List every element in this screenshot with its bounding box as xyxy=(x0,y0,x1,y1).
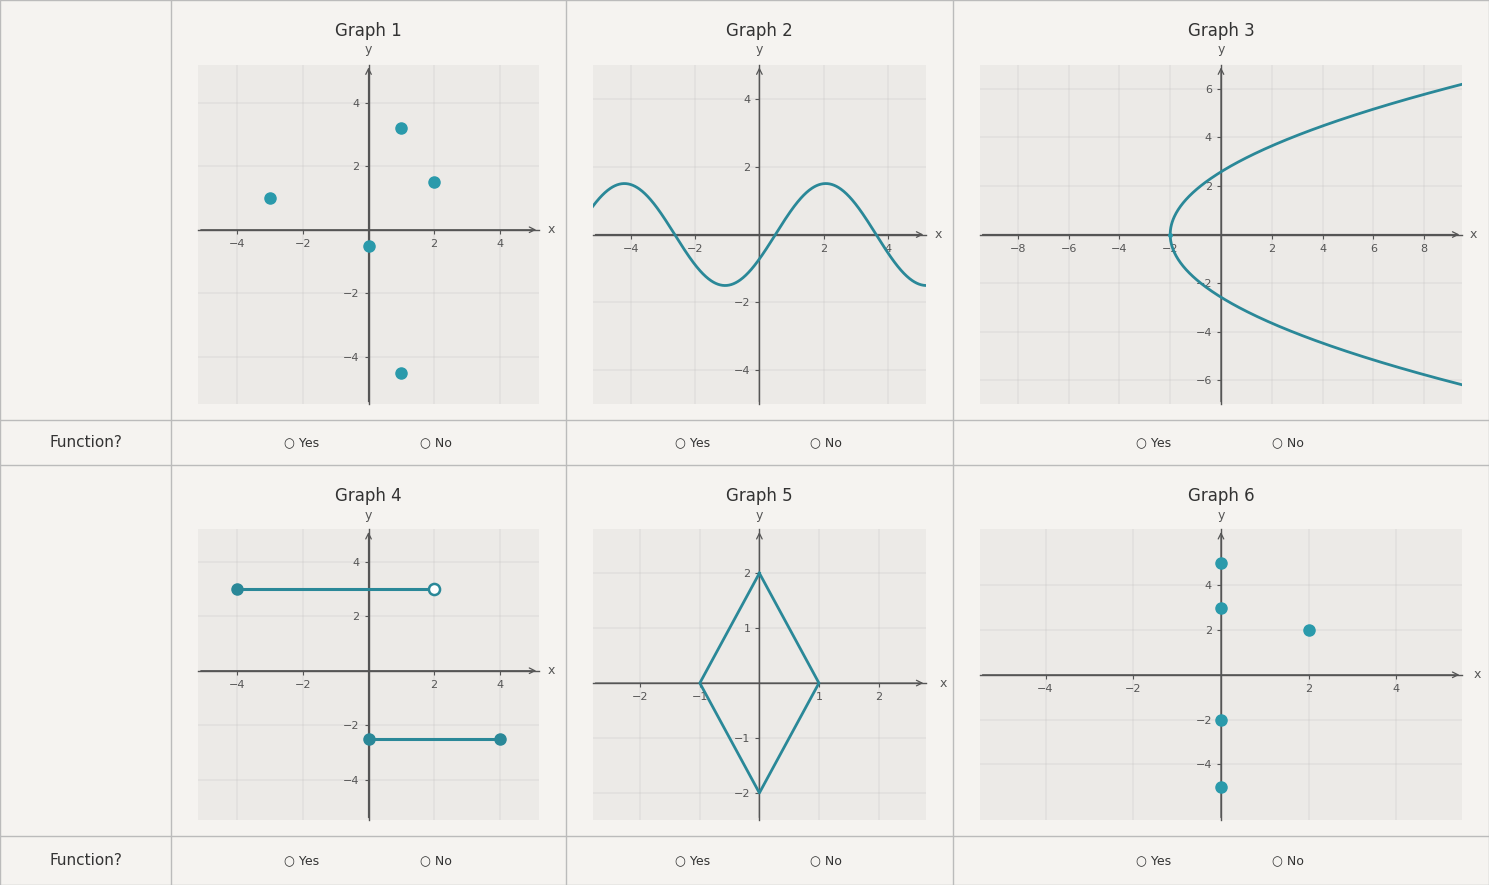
Text: x: x xyxy=(934,228,941,241)
Text: ○ Yes: ○ Yes xyxy=(675,436,710,449)
Text: ○ No: ○ No xyxy=(810,854,843,867)
Text: ○ No: ○ No xyxy=(420,436,451,449)
Text: ○ Yes: ○ Yes xyxy=(284,436,319,449)
Text: ○ Yes: ○ Yes xyxy=(1136,436,1172,449)
Text: ○ Yes: ○ Yes xyxy=(675,854,710,867)
Text: Graph 2: Graph 2 xyxy=(727,22,792,40)
Text: Graph 3: Graph 3 xyxy=(1188,22,1254,40)
Text: ○ Yes: ○ Yes xyxy=(1136,854,1172,867)
Text: Graph 1: Graph 1 xyxy=(335,22,402,40)
Text: ○ Yes: ○ Yes xyxy=(284,854,319,867)
Text: y: y xyxy=(365,509,372,522)
Text: y: y xyxy=(1218,509,1224,522)
Text: x: x xyxy=(940,676,947,689)
Text: Graph 4: Graph 4 xyxy=(335,487,402,504)
Text: ○ No: ○ No xyxy=(1272,436,1304,449)
Text: ○ No: ○ No xyxy=(810,436,843,449)
Text: ○ No: ○ No xyxy=(420,854,451,867)
Text: x: x xyxy=(1470,228,1477,241)
Text: y: y xyxy=(756,43,762,56)
Text: x: x xyxy=(548,223,555,236)
Text: Graph 5: Graph 5 xyxy=(727,487,792,504)
Text: x: x xyxy=(548,665,555,677)
Text: y: y xyxy=(756,509,762,521)
Text: Function?: Function? xyxy=(49,435,122,450)
Text: Function?: Function? xyxy=(49,853,122,868)
Text: ○ No: ○ No xyxy=(1272,854,1304,867)
Text: Graph 6: Graph 6 xyxy=(1188,487,1254,504)
Text: x: x xyxy=(1474,668,1480,681)
Text: y: y xyxy=(1218,43,1224,56)
Text: y: y xyxy=(365,43,372,57)
